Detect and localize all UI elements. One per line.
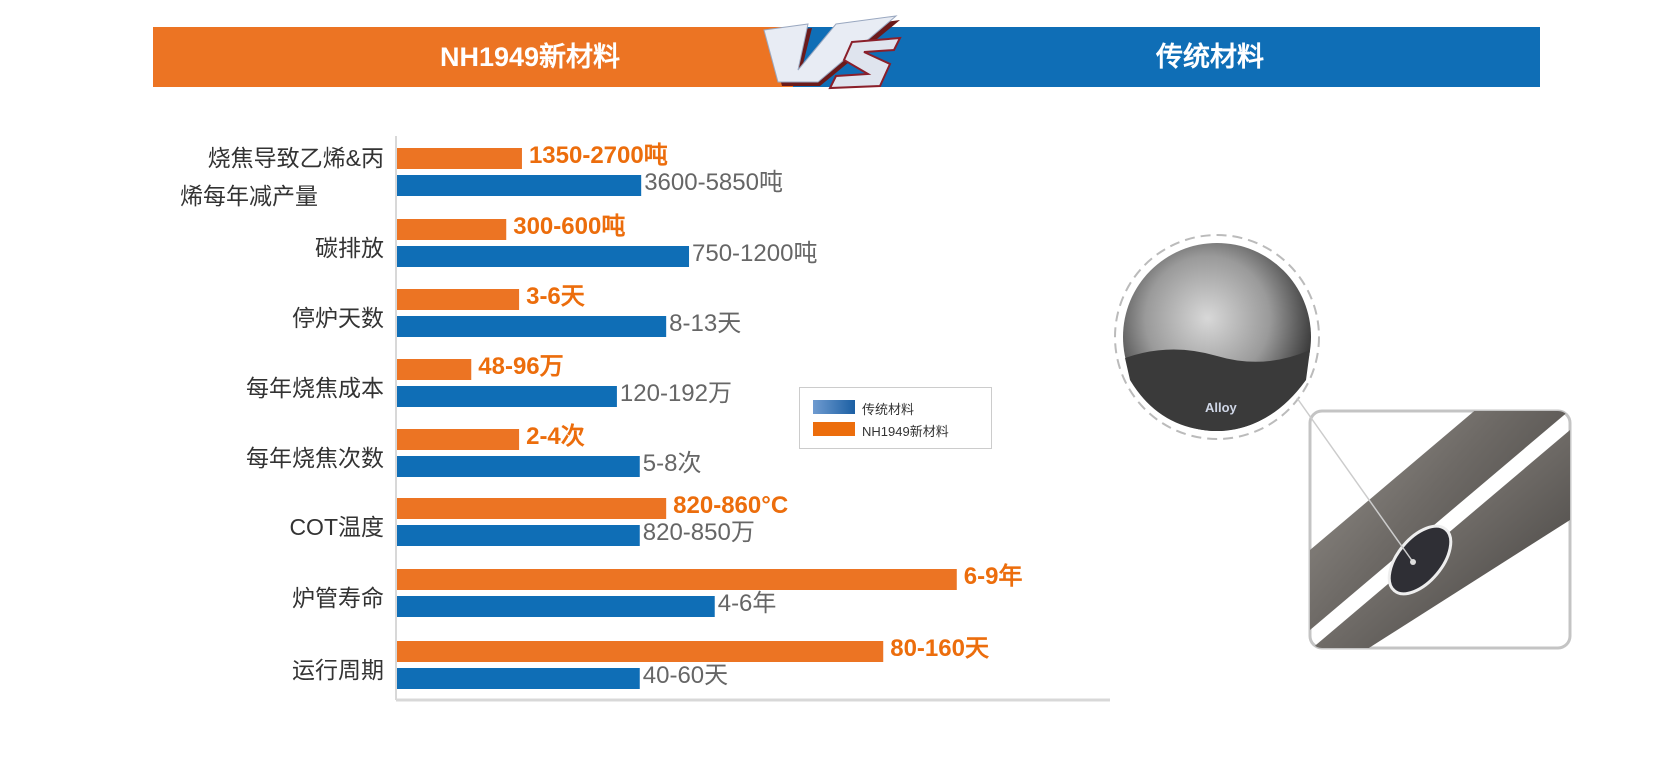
- callout-line: [1296, 397, 1414, 563]
- category-label: 停炉天数: [292, 305, 384, 331]
- data-label-nh1949: 300-600吨: [513, 213, 626, 240]
- data-label-nh1949: 1350-2700吨: [528, 142, 668, 169]
- bar-nh1949: [397, 289, 520, 310]
- header-nh1949-band: [153, 27, 793, 87]
- data-label-nh1949: 80-160天: [890, 635, 989, 662]
- legend-label-nh1949: NH1949新材料: [862, 424, 949, 439]
- category-label: 每年烧焦成本: [246, 375, 384, 401]
- bar-traditional: [397, 456, 640, 477]
- alloy-caption: Alloy: [1205, 400, 1238, 415]
- dashed-ring: [1114, 234, 1320, 440]
- bar-nh1949: [397, 569, 957, 590]
- category-label: 运行周期: [292, 657, 384, 683]
- legend-swatch-traditional: [813, 400, 855, 414]
- header-traditional-title: 传统材料: [1156, 42, 1264, 72]
- header-nh1949-title: NH1949新材料: [439, 42, 621, 72]
- data-label-nh1949: 6-9年: [963, 563, 1023, 590]
- vs-logo: [763, 15, 902, 90]
- data-label-traditional: 4-6年: [717, 590, 777, 617]
- bar-traditional: [397, 386, 617, 407]
- data-label-traditional: 40-60天: [642, 662, 729, 689]
- bar-traditional: [397, 668, 640, 689]
- data-label-traditional: 120-192万: [619, 380, 732, 407]
- category-label: 碳排放: [315, 235, 384, 261]
- data-label-traditional: 5-8次: [642, 450, 702, 477]
- data-label-nh1949: 2-4次: [526, 423, 585, 450]
- data-label-nh1949: 820-860°C: [673, 492, 789, 519]
- category-label: 炉管寿命: [292, 585, 384, 611]
- category-label: COT温度: [289, 514, 384, 540]
- category-label: 每年烧焦次数: [246, 445, 384, 471]
- data-label-traditional: 820-850万: [642, 519, 755, 546]
- bar-traditional: [397, 246, 690, 267]
- data-label-nh1949: 48-96万: [478, 353, 564, 380]
- bar-traditional: [397, 316, 667, 337]
- bar-nh1949: [397, 359, 472, 380]
- data-label-traditional: 750-1200吨: [692, 240, 818, 267]
- alloy-tube-illustration: Alloy: [1114, 234, 1572, 650]
- legend: 传统材料 NH1949新材料: [799, 387, 992, 449]
- legend-label-traditional: 传统材料: [862, 402, 915, 417]
- bar-traditional: [397, 596, 715, 617]
- bar-traditional: [397, 525, 640, 546]
- bar-nh1949: [397, 148, 522, 169]
- bar-nh1949: [397, 219, 507, 240]
- data-label-traditional: 8-13天: [669, 310, 742, 337]
- bar-nh1949: [397, 641, 884, 662]
- bar-nh1949: [397, 429, 520, 450]
- category-label: 烯每年减产量: [180, 183, 318, 209]
- legend-swatch-nh1949: [813, 422, 855, 436]
- data-label-nh1949: 3-6天: [526, 283, 585, 310]
- category-label: 烧焦导致乙烯&丙: [207, 145, 384, 171]
- bar-traditional: [397, 175, 642, 196]
- bar-nh1949: [397, 498, 667, 519]
- header-traditional-band: [793, 27, 1540, 87]
- data-label-traditional: 3600-5850吨: [644, 169, 783, 196]
